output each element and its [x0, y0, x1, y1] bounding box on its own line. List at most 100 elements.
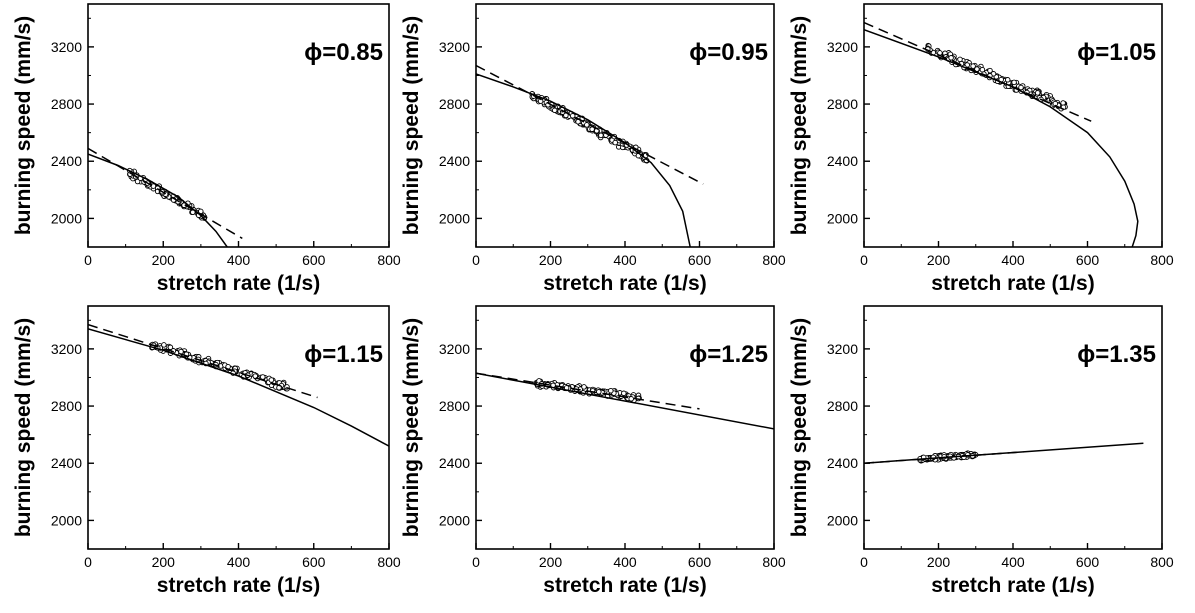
data-point — [987, 67, 993, 74]
x-tick-label: 600 — [688, 252, 712, 268]
plot-area — [476, 64, 704, 247]
x-tick-label: 0 — [84, 554, 92, 570]
phi-annotation: ϕ=0.85 — [304, 39, 383, 66]
y-axis-label: burning speed (mm/s) — [400, 318, 423, 537]
data-point — [569, 113, 576, 119]
x-tick-label: 400 — [1001, 554, 1025, 570]
plot-area — [864, 442, 1144, 464]
data-point — [150, 183, 157, 189]
x-tick-label: 200 — [539, 252, 563, 268]
y-tick-label: 2400 — [439, 455, 470, 471]
y-tick-label: 2400 — [827, 153, 858, 169]
data-point — [596, 389, 602, 395]
x-tick-label: 600 — [302, 252, 326, 268]
x-tick-label: 200 — [927, 554, 951, 570]
x-tick-label: 400 — [613, 252, 637, 268]
y-tick-label: 2800 — [827, 96, 858, 112]
data-point — [608, 387, 614, 394]
x-tick-label: 200 — [152, 252, 176, 268]
x-tick-label: 400 — [227, 554, 251, 570]
x-axis-label: stretch rate (1/s) — [543, 272, 706, 295]
x-tick-label: 0 — [472, 554, 480, 570]
data-point — [581, 384, 587, 390]
y-tick-label: 3200 — [827, 39, 858, 55]
x-tick-label: 800 — [1150, 554, 1174, 570]
plot-area — [88, 147, 243, 247]
y-tick-label: 3200 — [439, 341, 470, 357]
data-point — [621, 390, 627, 397]
y-tick-label: 3200 — [51, 39, 82, 55]
x-tick-label: 200 — [539, 554, 563, 570]
data-point — [1011, 79, 1017, 86]
y-axis-label: burning speed (mm/s) — [400, 16, 423, 235]
y-tick-label: 2000 — [51, 512, 82, 528]
data-point — [598, 132, 604, 139]
linear-fit-line — [88, 323, 318, 399]
x-tick-label: 800 — [377, 252, 401, 268]
linear-fit-line — [88, 147, 243, 240]
data-point — [1034, 90, 1041, 96]
y-tick-label: 2800 — [827, 398, 858, 414]
data-point — [134, 178, 141, 185]
x-tick-label: 400 — [227, 252, 251, 268]
y-tick-label: 3200 — [827, 341, 858, 357]
y-tick-label: 2400 — [51, 455, 82, 471]
x-tick-label: 400 — [613, 554, 637, 570]
x-tick-label: 600 — [1076, 554, 1100, 570]
data-point — [612, 139, 618, 146]
y-tick-label: 2800 — [439, 96, 470, 112]
x-axis-label: stretch rate (1/s) — [543, 574, 706, 597]
phi-annotation: ϕ=1.15 — [304, 341, 383, 368]
panel-6: 0 200 400 600 800 2000 2400 2800 3200 stretch rat… — [788, 305, 1174, 597]
y-tick-label: 3200 — [51, 341, 82, 357]
data-point — [167, 344, 174, 351]
phi-annotation: ϕ=1.35 — [1077, 341, 1156, 368]
x-axis-label: stretch rate (1/s) — [157, 272, 320, 295]
nonlinear-fit-line — [88, 328, 389, 447]
data-point — [1004, 77, 1011, 83]
y-tick-label: 2000 — [827, 512, 858, 528]
y-axis-label: burning speed (mm/s) — [788, 16, 811, 235]
linear-fit-line — [476, 64, 704, 185]
plot-area — [864, 21, 1139, 247]
data-point — [970, 63, 976, 69]
y-axis-label: burning speed (mm/s) — [12, 16, 35, 235]
panel-5: 0 200 400 600 800 2000 2400 2800 3200 stretch rat… — [400, 305, 786, 597]
y-tick-label: 2400 — [827, 455, 858, 471]
data-point — [252, 373, 259, 379]
y-tick-label: 2000 — [439, 512, 470, 528]
x-tick-label: 800 — [1150, 252, 1174, 268]
data-point — [628, 396, 634, 402]
y-tick-label: 2400 — [439, 153, 470, 169]
panel-2: 0 200 400 600 800 2000 2400 2800 3200 stretch rat… — [400, 3, 786, 295]
y-tick-label: 2800 — [439, 398, 470, 414]
y-tick-label: 2400 — [51, 153, 82, 169]
nonlinear-fit-line — [476, 73, 691, 247]
panel-4: 0 200 400 600 800 2000 2400 2800 3200 stretch rat… — [12, 305, 401, 597]
data-point — [1018, 84, 1024, 91]
nonlinear-fit-line — [864, 28, 1139, 247]
plot-area — [476, 372, 774, 430]
data-point — [979, 66, 986, 73]
nonlinear-fit-line — [476, 372, 774, 430]
x-tick-label: 600 — [1076, 252, 1100, 268]
x-tick-label: 600 — [688, 554, 712, 570]
x-tick-label: 0 — [84, 252, 92, 268]
y-tick-label: 2000 — [827, 210, 858, 226]
data-point — [584, 122, 590, 128]
data-point — [948, 55, 954, 61]
data-point — [276, 384, 282, 391]
panel-1: 0 200 400 600 800 2000 2400 2800 3200 stretch rat… — [12, 3, 401, 295]
x-tick-label: 200 — [152, 554, 176, 570]
data-point — [260, 374, 266, 380]
x-tick-label: 600 — [302, 554, 326, 570]
phi-annotation: ϕ=0.95 — [689, 39, 768, 66]
data-point — [161, 342, 167, 348]
x-tick-label: 200 — [927, 252, 951, 268]
plot-area — [88, 323, 389, 447]
y-axis-label: burning speed (mm/s) — [788, 318, 811, 537]
data-point — [178, 348, 184, 355]
x-axis-label: stretch rate (1/s) — [157, 574, 320, 597]
linear-fit-line — [864, 21, 1092, 122]
